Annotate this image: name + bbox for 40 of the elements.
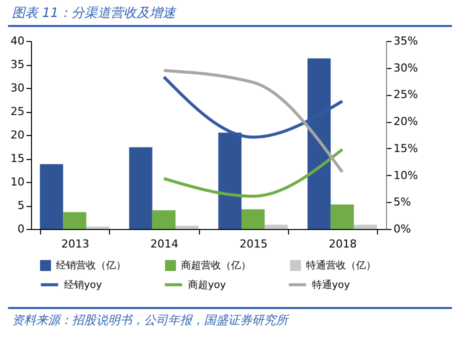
y-tick-label: 20 bbox=[10, 128, 24, 142]
y-tick-label: 30 bbox=[10, 82, 24, 94]
x-tick-label: 2013 bbox=[61, 238, 90, 250]
text: 资料来源：招股说明书，公司年报，国盛证券研究所 bbox=[8, 307, 452, 329]
y2-tick-label: 5% bbox=[394, 196, 411, 209]
legend-label: 商超营收（亿） bbox=[181, 260, 251, 272]
bar bbox=[242, 209, 265, 229]
bar bbox=[354, 224, 378, 229]
legend-label: 特通营收（亿） bbox=[306, 260, 376, 272]
y2-tick-label: 30% bbox=[394, 61, 418, 74]
y-tick-label: 10 bbox=[10, 176, 24, 188]
y2-tick-label: 35% bbox=[394, 34, 418, 48]
bar bbox=[63, 212, 86, 229]
legend-label: 经销yoy bbox=[64, 278, 102, 291]
legend-label: 特通yoy bbox=[312, 278, 350, 291]
y-tick-label: 25 bbox=[10, 105, 24, 118]
chart-title: 图表 11：分渠道营收及增速 bbox=[8, 4, 452, 27]
bar bbox=[152, 210, 176, 229]
legend-label: 商超yoy bbox=[188, 278, 226, 291]
y-tick-label: 15 bbox=[10, 152, 24, 165]
legend-label: 经销营收（亿） bbox=[56, 260, 126, 272]
y2-tick-label: 25% bbox=[394, 88, 418, 102]
bar bbox=[129, 147, 152, 229]
y2-tick-label: 10% bbox=[394, 168, 418, 182]
y-tick-label: 35 bbox=[10, 58, 24, 71]
bar bbox=[40, 164, 64, 229]
x-tick-label: 2014 bbox=[150, 238, 178, 250]
bar bbox=[308, 58, 331, 229]
x-tick-label: 2015 bbox=[240, 238, 268, 250]
x-tick-label: 2018 bbox=[328, 238, 357, 250]
bar bbox=[330, 204, 354, 229]
y-tick-label: 0 bbox=[18, 222, 24, 236]
y2-tick-label: 20% bbox=[394, 115, 418, 128]
y-tick-label: 5 bbox=[18, 199, 24, 212]
bar bbox=[218, 132, 242, 229]
y-tick-label: 40 bbox=[10, 34, 24, 48]
y2-tick-label: 0% bbox=[394, 222, 411, 236]
bar bbox=[175, 226, 199, 229]
bar bbox=[264, 224, 288, 229]
y2-tick-label: 15% bbox=[394, 142, 418, 155]
